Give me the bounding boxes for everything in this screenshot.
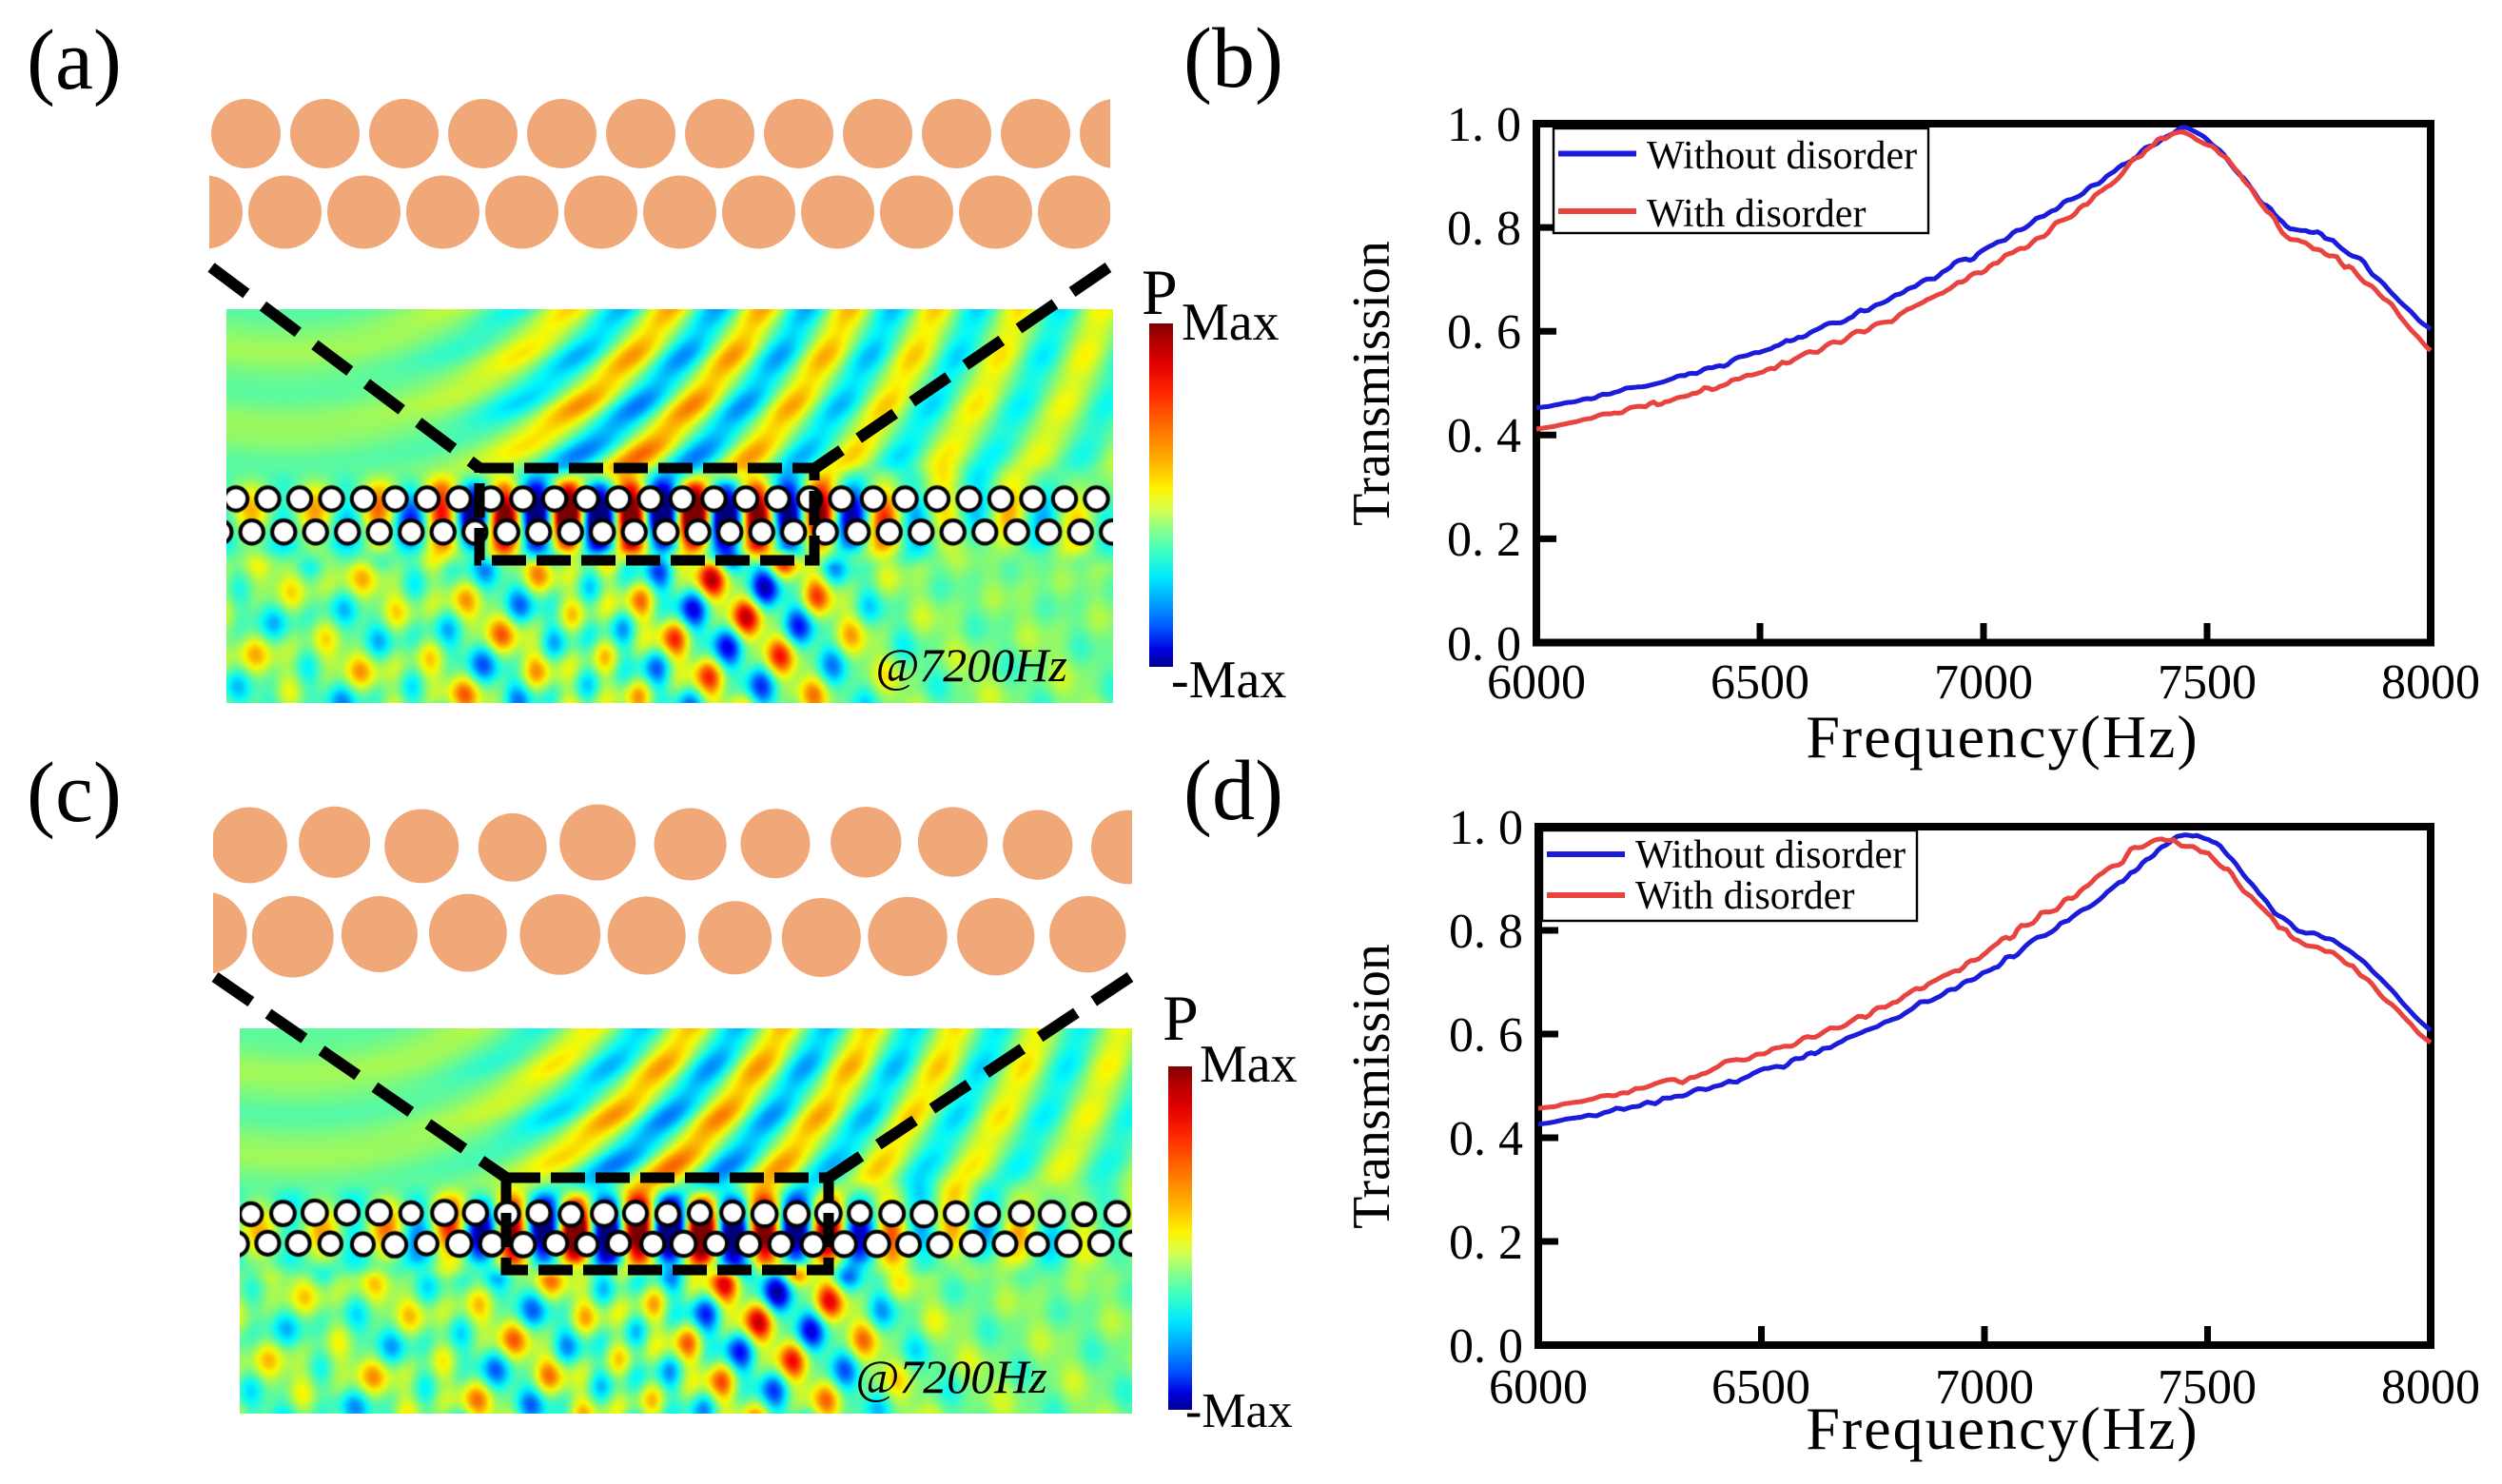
svg-text:8000: 8000 [2381,1360,2480,1415]
svg-text:Frequency(Hz): Frequency(Hz) [1806,1395,2199,1462]
svg-text:Frequency(Hz): Frequency(Hz) [1806,703,2199,771]
svg-text:1. 0: 1. 0 [1449,801,1523,855]
svg-text:1. 0: 1. 0 [1447,98,1521,152]
svg-text:P: P [1163,982,1199,1054]
svg-text:0. 0: 0. 0 [1449,1319,1523,1374]
svg-text:(b): (b) [1183,11,1283,106]
svg-text:0. 0: 0. 0 [1447,617,1521,672]
svg-text:With disorder: With disorder [1635,874,1854,918]
svg-text:(a): (a) [27,13,122,107]
svg-text:-Max: -Max [1171,651,1286,710]
svg-text:6000: 6000 [1489,1360,1588,1415]
svg-text:7500: 7500 [2158,655,2257,710]
svg-text:6000: 6000 [1487,655,1586,710]
svg-text:7000: 7000 [1934,655,2033,710]
svg-text:0. 8: 0. 8 [1447,202,1521,256]
svg-text:6500: 6500 [1710,655,1809,710]
svg-text:Max: Max [1200,1035,1298,1094]
svg-text:Max: Max [1182,293,1280,352]
svg-text:With disorder: With disorder [1647,192,1866,236]
svg-text:-Max: -Max [1185,1384,1293,1438]
svg-text:Transmission: Transmission [1342,241,1401,526]
svg-text:8000: 8000 [2381,655,2480,710]
svg-text:0. 4: 0. 4 [1447,409,1521,463]
svg-text:Without disorder: Without disorder [1647,134,1917,178]
svg-text:7000: 7000 [1935,1360,2034,1415]
svg-text:@7200Hz: @7200Hz [875,638,1067,692]
svg-text:Without disorder: Without disorder [1635,833,1906,877]
svg-text:0. 2: 0. 2 [1449,1216,1523,1270]
svg-text:@7200Hz: @7200Hz [855,1350,1047,1403]
svg-text:0. 4: 0. 4 [1449,1112,1523,1166]
svg-text:(d): (d) [1183,744,1283,838]
svg-text:0. 2: 0. 2 [1447,513,1521,567]
svg-text:7500: 7500 [2158,1360,2257,1415]
svg-text:0. 6: 0. 6 [1447,305,1521,360]
svg-text:0. 6: 0. 6 [1449,1008,1523,1063]
svg-text:0. 8: 0. 8 [1449,905,1523,959]
svg-text:(c): (c) [27,746,122,840]
svg-text:6500: 6500 [1711,1360,1810,1415]
svg-text:P: P [1142,256,1178,328]
svg-text:Transmission: Transmission [1342,944,1401,1229]
